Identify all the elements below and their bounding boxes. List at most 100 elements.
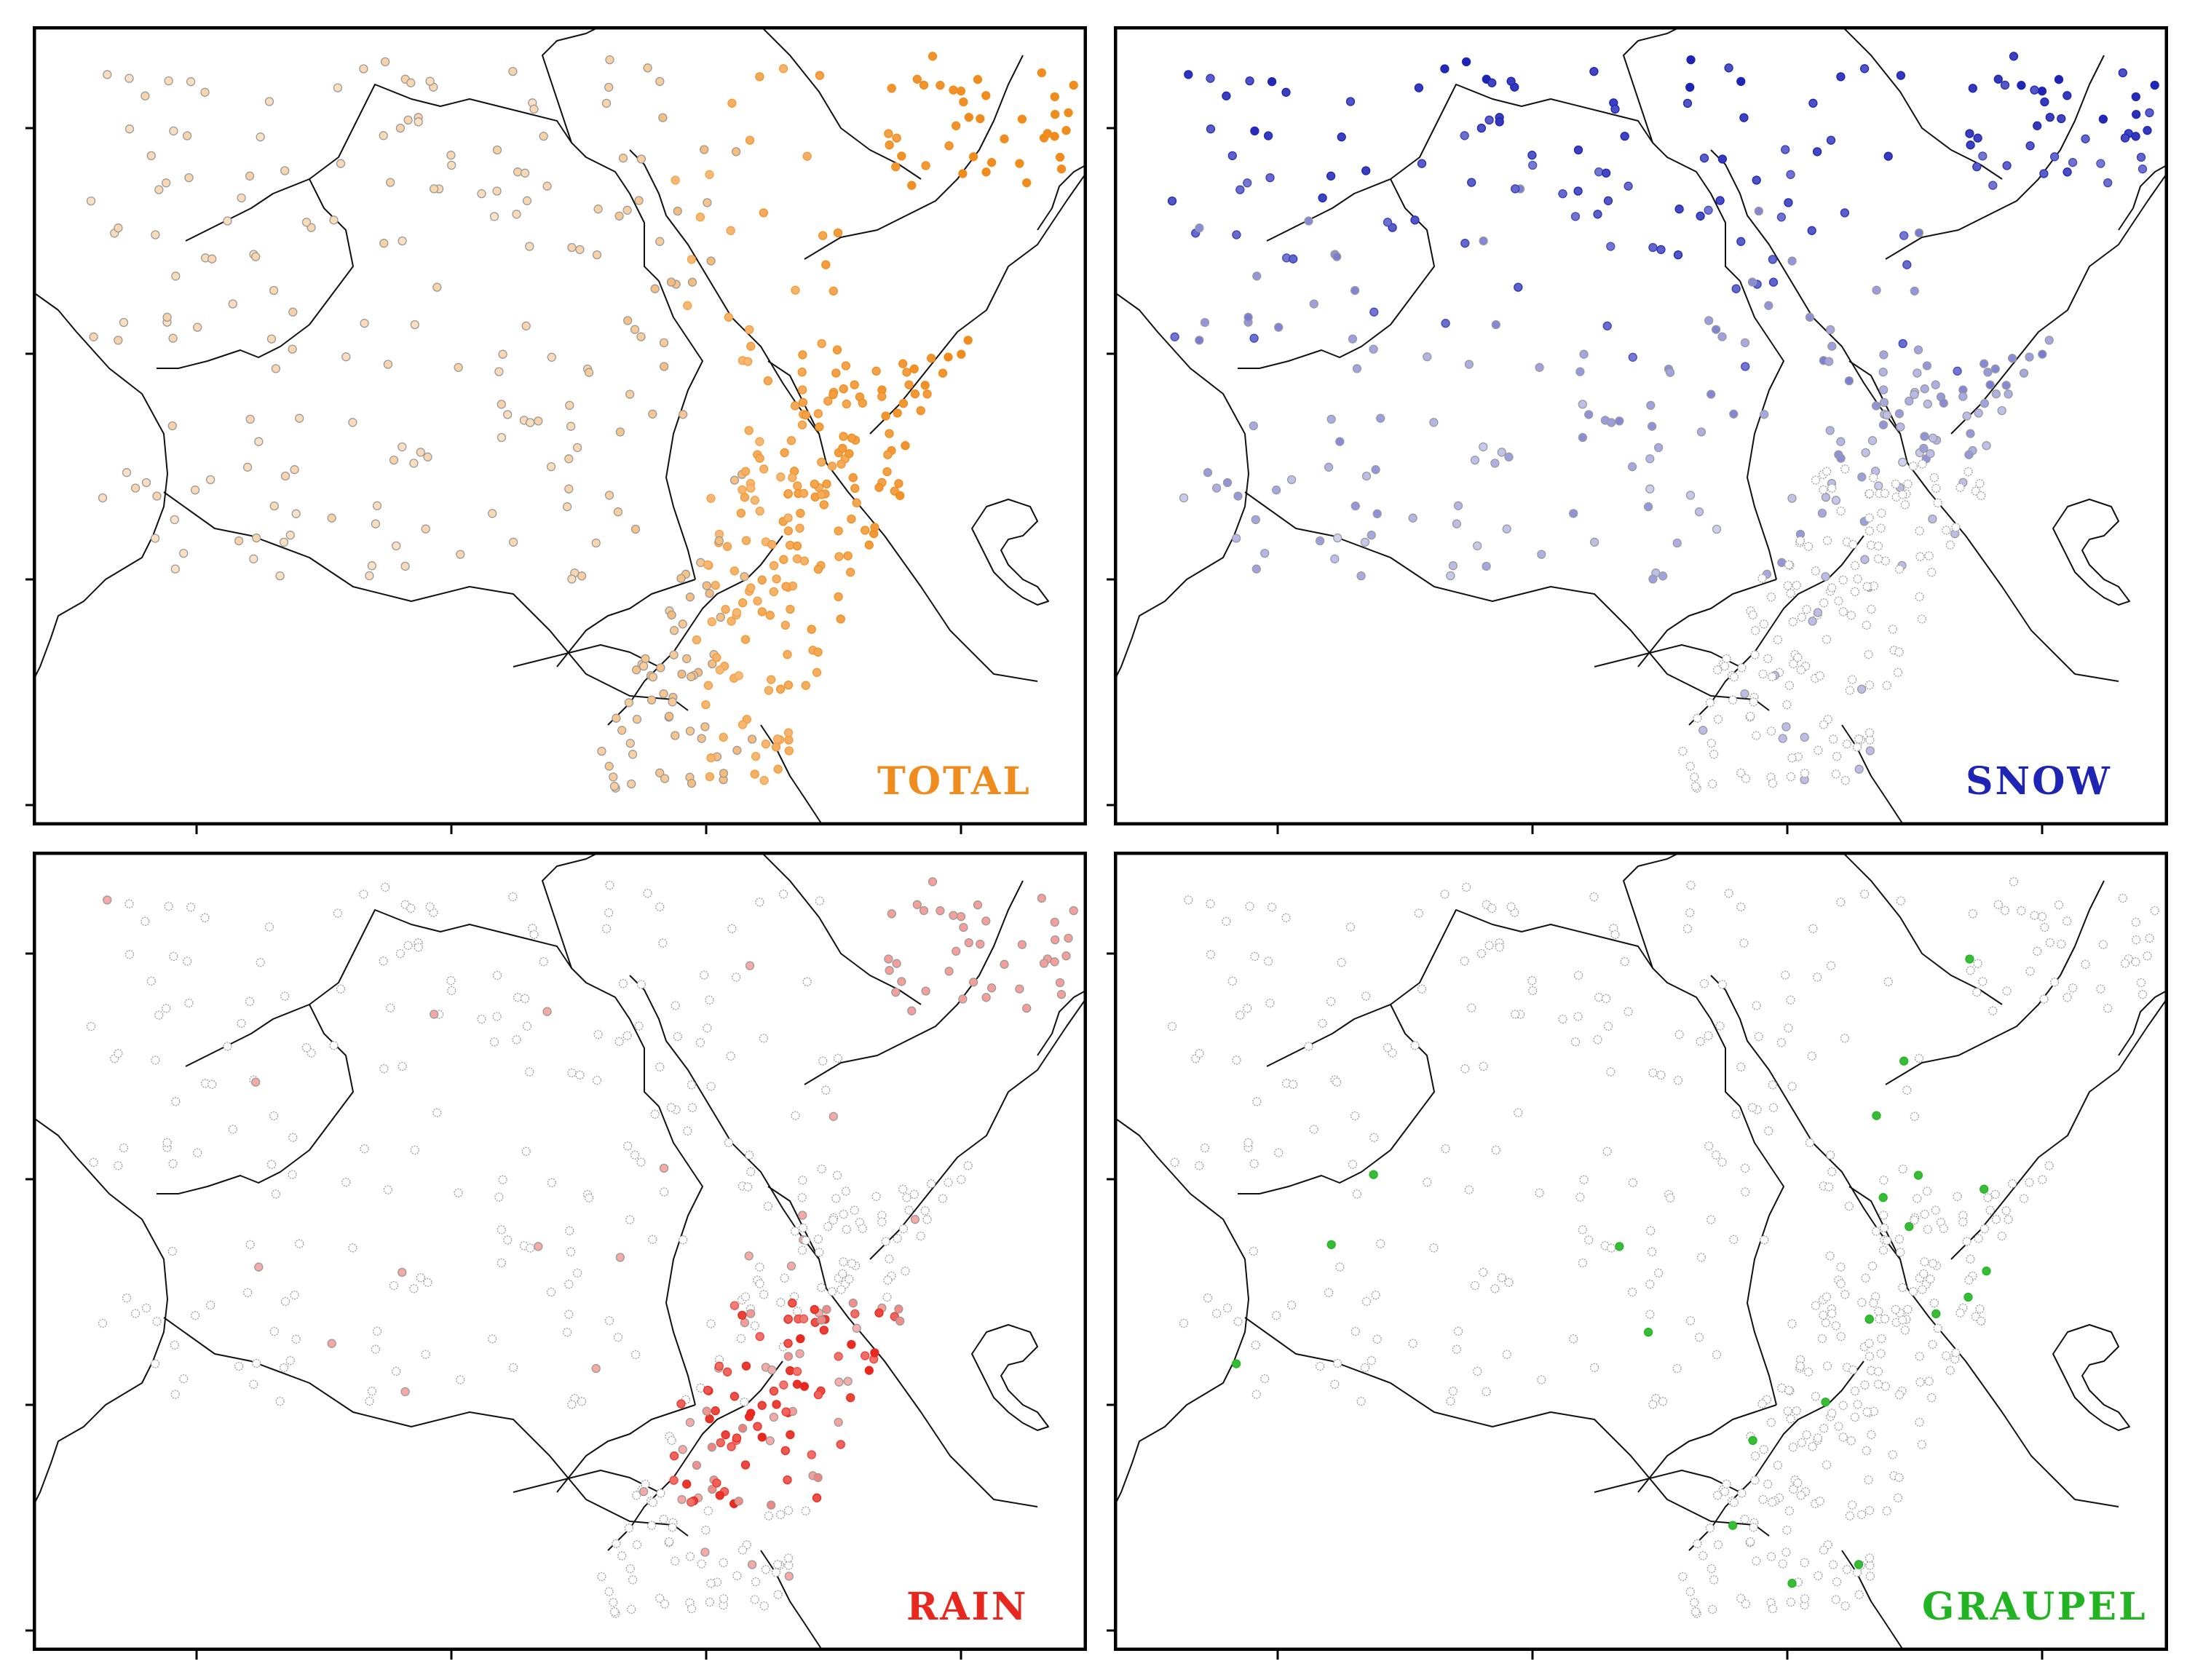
station-marker-icon <box>564 1280 574 1289</box>
boundary-line <box>1710 975 1901 1260</box>
station-marker-icon <box>572 443 582 453</box>
station-marker-icon <box>1856 1510 1867 1519</box>
station-marker-icon <box>780 448 789 458</box>
station-marker-icon <box>1786 170 1795 179</box>
station-marker-icon <box>114 1161 123 1170</box>
station-marker-icon <box>1827 341 1837 351</box>
station-marker-icon <box>1963 1292 1973 1302</box>
station-marker-icon <box>2037 912 2047 922</box>
station-marker-icon <box>732 745 742 755</box>
station-marker-icon <box>1352 1189 1362 1199</box>
station-marker-icon <box>1417 159 1427 168</box>
station-marker-icon <box>2143 951 2152 961</box>
station-marker-icon <box>1800 1558 1809 1567</box>
station-marker-icon <box>271 364 281 373</box>
station-marker-icon <box>631 1491 641 1500</box>
station-marker-icon <box>1232 230 1241 239</box>
station-marker-icon <box>1879 397 1889 408</box>
station-marker-icon <box>1741 1187 1750 1197</box>
station-marker-icon <box>1845 686 1855 695</box>
station-marker-icon <box>1927 568 1937 577</box>
station-marker-icon <box>186 903 196 912</box>
station-marker-icon <box>778 889 788 899</box>
station-marker-icon <box>367 561 377 571</box>
station-marker-icon <box>249 554 258 563</box>
station-marker-icon <box>676 1399 686 1408</box>
station-marker-icon <box>759 464 769 474</box>
station-marker-icon <box>1844 1201 1854 1211</box>
station-marker-icon <box>687 1604 697 1614</box>
station-marker-icon <box>1776 1038 1787 1047</box>
station-marker-icon <box>564 1309 574 1319</box>
station-marker-icon <box>249 1379 258 1389</box>
station-marker-icon <box>907 1006 917 1015</box>
station-marker-icon <box>1781 970 1790 980</box>
station-marker-icon <box>1928 1259 1938 1268</box>
station-marker-icon <box>1840 1290 1850 1299</box>
station-marker-icon <box>280 991 290 1001</box>
station-marker-icon <box>894 1304 903 1314</box>
region-boundaries <box>33 852 1087 1651</box>
station-marker-icon <box>1811 1392 1821 1401</box>
station-marker-icon <box>1696 211 1705 221</box>
station-marker-icon <box>740 1292 751 1301</box>
station-marker-icon <box>169 951 178 962</box>
station-marker-icon <box>1898 1283 1907 1293</box>
boundary-line <box>1885 880 2105 1085</box>
station-marker-icon <box>1893 1493 1903 1502</box>
station-marker-icon <box>200 913 210 922</box>
station-marker-icon <box>841 1186 851 1196</box>
station-marker-icon <box>1990 364 2000 373</box>
station-marker-icon <box>847 1339 856 1350</box>
station-marker-icon <box>727 1442 736 1451</box>
station-marker-icon <box>1050 917 1059 927</box>
station-marker-icon <box>1826 135 1836 145</box>
station-marker-icon <box>839 432 848 441</box>
station-marker-icon <box>1712 1350 1722 1360</box>
station-marker-icon <box>827 461 837 471</box>
station-marker-icon <box>792 554 802 563</box>
station-marker-icon <box>98 493 108 503</box>
station-marker-icon <box>648 409 657 419</box>
station-marker-icon <box>1017 114 1027 124</box>
station-marker-icon <box>1249 333 1259 343</box>
station-marker-icon <box>1864 526 1875 536</box>
station-marker-icon <box>245 171 255 181</box>
station-marker-icon <box>1251 564 1261 574</box>
station-marker-icon <box>1845 1511 1855 1521</box>
station-marker-icon <box>1993 74 2003 84</box>
station-marker-icon <box>119 317 129 328</box>
station-marker-icon <box>692 635 702 645</box>
station-marker-icon <box>813 1473 823 1483</box>
station-marker-icon <box>949 911 958 920</box>
station-marker-icon <box>1610 930 1620 940</box>
station-marker-icon <box>1304 216 1313 226</box>
station-marker-icon <box>1838 1433 1848 1442</box>
station-marker-icon <box>1910 286 1919 296</box>
station-marker-icon <box>630 1350 641 1360</box>
station-marker-icon <box>771 1568 781 1577</box>
station-marker-icon <box>1361 166 1371 175</box>
station-marker-icon <box>1919 1269 1929 1279</box>
station-marker-icon <box>494 367 504 376</box>
station-marker-icon <box>562 1328 572 1337</box>
station-marker-icon <box>1037 68 1046 78</box>
station-marker-icon <box>747 1560 757 1569</box>
station-marker-icon <box>2098 940 2108 949</box>
station-marker-icon <box>1699 979 1709 988</box>
station-marker-icon <box>1658 1397 1668 1406</box>
boundary-line <box>760 1550 823 1651</box>
station-marker-icon <box>743 357 753 366</box>
station-marker-icon <box>1504 1277 1514 1287</box>
station-marker-icon <box>1880 488 1890 498</box>
station-marker-icon <box>1914 1053 1924 1063</box>
station-marker-icon <box>1707 738 1716 748</box>
station-marker-icon <box>1490 1284 1500 1293</box>
station-marker-icon <box>1821 1397 1830 1407</box>
station-marker-icon <box>597 746 606 756</box>
station-marker-icon <box>881 1237 890 1246</box>
station-marker-icon <box>190 486 200 495</box>
station-marker-icon <box>798 350 807 360</box>
station-marker-icon <box>1750 1475 1760 1485</box>
station-marker-icon <box>1372 1334 1382 1344</box>
